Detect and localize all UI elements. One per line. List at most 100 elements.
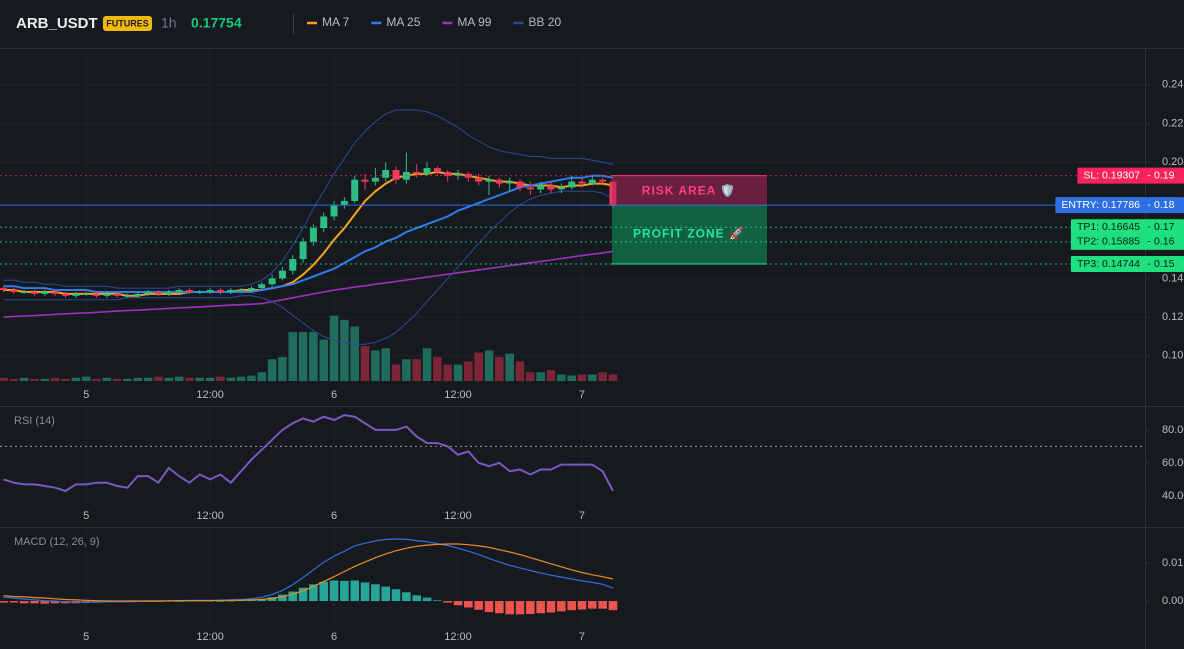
- x-tick-label: 12:00: [196, 510, 224, 522]
- candle-body: [537, 185, 545, 190]
- histogram-bar: [278, 594, 287, 602]
- candle-body: [61, 293, 69, 296]
- volume-bar: [123, 378, 132, 381]
- badge: FUTURES: [106, 18, 149, 28]
- volume-bar: [112, 378, 122, 381]
- volume-bar: [526, 372, 535, 381]
- level-separator: -: [1147, 169, 1151, 181]
- volume-bar: [195, 377, 205, 381]
- histogram-bar: [546, 601, 556, 613]
- volume-bar: [443, 364, 452, 381]
- histogram-bar: [608, 601, 618, 611]
- level-price-label: 0.16: [1154, 236, 1175, 248]
- candle-body: [578, 181, 586, 184]
- candle-body: [278, 270, 286, 279]
- histogram-bar: [288, 591, 298, 602]
- x-tick-label: 6: [331, 510, 337, 522]
- volume-bar: [536, 372, 545, 381]
- candle-body: [41, 291, 49, 294]
- volume-bar: [174, 376, 184, 381]
- volume-bar: [257, 372, 267, 381]
- volume-bar: [422, 348, 432, 381]
- level-price-label: 0.19: [1154, 169, 1175, 181]
- histogram-bar: [329, 580, 339, 602]
- volume-bar: [247, 375, 256, 381]
- candle-body: [92, 293, 100, 296]
- volume-bar: [453, 364, 463, 381]
- histogram-bar: [464, 601, 473, 608]
- level-label: SL: 0.19307: [1083, 169, 1140, 181]
- histogram-bar: [381, 586, 391, 602]
- volume-bar: [143, 377, 153, 381]
- y-tick-label: 40.00: [1162, 490, 1184, 502]
- candle-body: [382, 170, 390, 178]
- candle-body: [0, 288, 7, 291]
- volume-bar: [340, 319, 349, 381]
- signal-line: [3, 543, 614, 602]
- histogram-bar: [226, 600, 236, 602]
- histogram-bar: [309, 584, 318, 602]
- x-tick-label: 5: [83, 631, 89, 643]
- level-label: TP3: 0.14744: [1077, 258, 1140, 270]
- x-tick-label: 7: [579, 631, 585, 643]
- x-tick-label: 6: [331, 389, 337, 401]
- volume-bar: [30, 378, 39, 381]
- volume-bar: [81, 376, 91, 381]
- histogram-bar: [371, 584, 380, 602]
- y-tick-label: 0.20: [1162, 156, 1183, 168]
- x-tick-label: 12:00: [444, 510, 472, 522]
- histogram-bar: [505, 601, 514, 615]
- histogram-bar: [30, 601, 39, 604]
- level-box: [1055, 197, 1184, 214]
- y-tick-label: 80.00: [1162, 424, 1184, 436]
- volume-bar: [92, 378, 101, 381]
- histogram-bar: [474, 601, 483, 610]
- histogram-bar: [50, 601, 60, 604]
- histogram-bar: [412, 595, 421, 602]
- candle-body: [206, 290, 214, 292]
- volume-bar: [484, 350, 494, 381]
- plot: [0, 538, 618, 615]
- volume-bar: [9, 378, 19, 381]
- candle-body: [433, 168, 441, 172]
- candle-body: [475, 177, 483, 182]
- candle-body: [165, 291, 173, 294]
- zone-label: RISK AREA 🛡️: [642, 184, 736, 198]
- histogram-bar: [174, 601, 184, 602]
- legend-label: MA 7: [322, 15, 350, 29]
- level-price-label: 0.18: [1154, 199, 1175, 211]
- candle-body: [227, 290, 235, 292]
- candle-body: [464, 173, 472, 178]
- bb-upper: [3, 109, 614, 289]
- volume-bar: [402, 359, 411, 381]
- volume-bar: [391, 364, 401, 381]
- histogram-bar: [567, 601, 576, 611]
- volume-bar: [515, 361, 525, 381]
- level-separator: -: [1147, 258, 1151, 270]
- candle-body: [82, 293, 90, 295]
- volume-bar: [557, 374, 566, 381]
- histogram-bar: [319, 581, 329, 602]
- histogram-bar: [9, 601, 19, 603]
- histogram-bar: [360, 582, 370, 602]
- candle-body: [72, 293, 80, 296]
- y-tick-label: 0.00: [1162, 595, 1183, 607]
- candle-body: [557, 187, 565, 190]
- zone: [612, 205, 767, 265]
- last-price: 0.17754: [191, 15, 242, 31]
- volume-bar: [433, 357, 442, 381]
- candle-body: [20, 291, 28, 293]
- candle-body: [392, 170, 400, 180]
- volume-bar: [71, 377, 81, 381]
- volume-bar: [133, 377, 143, 381]
- volume-bar: [577, 374, 587, 381]
- x-tick-label: 12:00: [444, 631, 472, 643]
- volume-bar: [216, 376, 225, 381]
- candle-body: [216, 290, 224, 292]
- histogram-bar: [443, 601, 452, 603]
- candle-body: [495, 179, 503, 184]
- volume-bar: [309, 331, 318, 381]
